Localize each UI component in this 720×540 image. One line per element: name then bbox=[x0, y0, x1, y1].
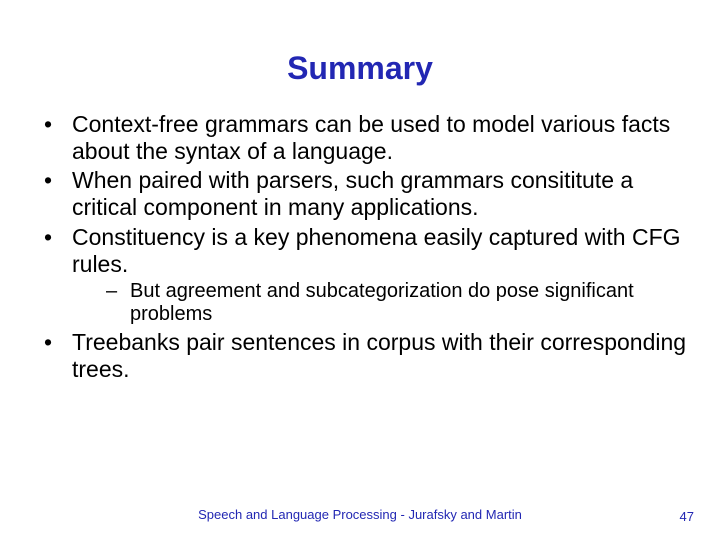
bullet-list: Context-free grammars can be used to mod… bbox=[36, 111, 690, 383]
list-item: When paired with parsers, such grammars … bbox=[36, 167, 690, 221]
sub-bullet-list: But agreement and subcategorization do p… bbox=[72, 280, 690, 327]
slide-content: Context-free grammars can be used to mod… bbox=[30, 111, 690, 383]
list-item: Treebanks pair sentences in corpus with … bbox=[36, 329, 690, 383]
bullet-text: Constituency is a key phenomena easily c… bbox=[72, 224, 681, 277]
bullet-text: Treebanks pair sentences in corpus with … bbox=[72, 329, 686, 382]
list-item: Constituency is a key phenomena easily c… bbox=[36, 224, 690, 327]
list-item: Context-free grammars can be used to mod… bbox=[36, 111, 690, 165]
bullet-text: When paired with parsers, such grammars … bbox=[72, 167, 633, 220]
bullet-text: Context-free grammars can be used to mod… bbox=[72, 111, 670, 164]
slide: Summary Context-free grammars can be use… bbox=[0, 0, 720, 540]
sub-bullet-text: But agreement and subcategorization do p… bbox=[130, 280, 634, 326]
sub-list-item: But agreement and subcategorization do p… bbox=[72, 280, 690, 327]
footer-text: Speech and Language Processing - Jurafsk… bbox=[0, 507, 720, 522]
slide-title: Summary bbox=[30, 50, 690, 87]
page-number: 47 bbox=[680, 509, 694, 524]
